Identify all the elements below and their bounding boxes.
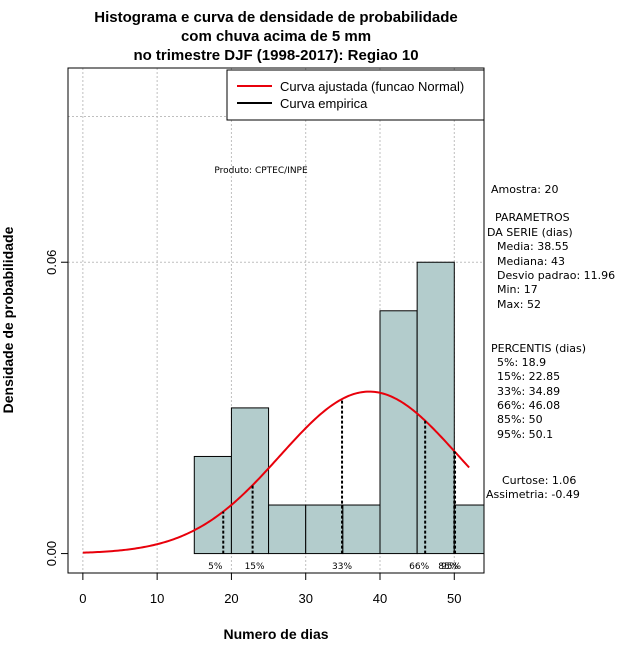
percentile-label-66%: 66% <box>409 562 429 572</box>
y-tick-label-0: 0.00 <box>44 541 59 566</box>
chart-title-line-3: no trimestre DJF (1998-2017): Regiao 10 <box>133 47 418 64</box>
percentil-85: 85%: 50 <box>497 413 543 426</box>
percentile-label-33%: 33% <box>332 562 352 572</box>
percentis-header: PERCENTIS (dias) <box>491 342 586 355</box>
params-header-2: DA SERIE (dias) <box>487 226 573 239</box>
percentile-label-15%: 15% <box>245 562 265 572</box>
x-tick-label-10: 10 <box>150 591 164 606</box>
x-tick-label-50: 50 <box>447 591 461 606</box>
kurtosis: Curtose: 1.06 <box>502 474 576 487</box>
x-tick-label-30: 30 <box>298 591 312 606</box>
histogram-bar-5 <box>379 310 418 555</box>
legend-box <box>226 69 485 121</box>
credit-text: Produto: CPTEC/INPE <box>214 166 308 176</box>
percentile-label-85%: 85% <box>438 562 458 572</box>
histogram-bar-2 <box>268 504 307 555</box>
y-axis-title: Densidade de probabilidade <box>0 226 16 413</box>
param-min: Min: 17 <box>497 283 538 296</box>
percentile-label-5%: 5% <box>208 562 223 572</box>
param-median: Mediana: 43 <box>497 255 565 268</box>
histogram-bar-0 <box>193 455 232 555</box>
histogram-bar-6 <box>416 261 455 555</box>
percentile-label-95%: 95% <box>441 562 461 572</box>
axes-layer: 0 10 20 30 40 50 0.00 0.06 <box>44 250 462 606</box>
chart-title-line-2: com chuva acima de 5 mm <box>181 28 371 45</box>
legend: Curva ajustada (funcao Normal) Curva emp… <box>226 69 485 121</box>
x-tick-label-40: 40 <box>373 591 387 606</box>
x-tick-label-20: 20 <box>224 591 238 606</box>
params-header-1: PARAMETROS <box>495 211 570 224</box>
y-tick-label-1: 0.06 <box>44 250 59 275</box>
legend-label-fit: Curva ajustada (funcao Normal) <box>280 79 464 94</box>
bars-layer <box>193 261 485 555</box>
percentil-5: 5%: 18.9 <box>497 356 546 369</box>
histogram-bar-1 <box>230 407 270 555</box>
param-sd: Desvio padrao: 11.96 <box>497 269 615 282</box>
percentil-66: 66%: 46.08 <box>497 399 560 412</box>
histogram-bar-7 <box>453 504 485 555</box>
skewness: Assimetria: -0.49 <box>486 488 580 501</box>
x-axis-title: Numero de dias <box>223 626 328 642</box>
histogram-bar-4 <box>342 504 381 555</box>
percentile-markers: 5% 15% 33% 66% 85%95% <box>208 399 461 572</box>
stats-panel: Amostra: 20 PARAMETROS DA SERIE (dias) M… <box>486 183 615 501</box>
histogram-bar-3 <box>305 504 344 555</box>
param-max: Max: 52 <box>497 298 541 311</box>
percentil-15: 15%: 22.85 <box>497 370 560 383</box>
curve-layer <box>82 390 470 554</box>
param-mean: Media: 38.55 <box>497 240 569 253</box>
sample-size: Amostra: 20 <box>491 183 558 196</box>
percentil-95: 95%: 50.1 <box>497 428 553 441</box>
normal-fit-curve <box>82 390 470 554</box>
chart-title-line-1: Histograma e curva de densidade de proba… <box>94 9 457 26</box>
x-tick-label-0: 0 <box>79 591 86 606</box>
percentil-33: 33%: 34.89 <box>497 385 560 398</box>
legend-label-empirical: Curva empirica <box>280 96 368 111</box>
